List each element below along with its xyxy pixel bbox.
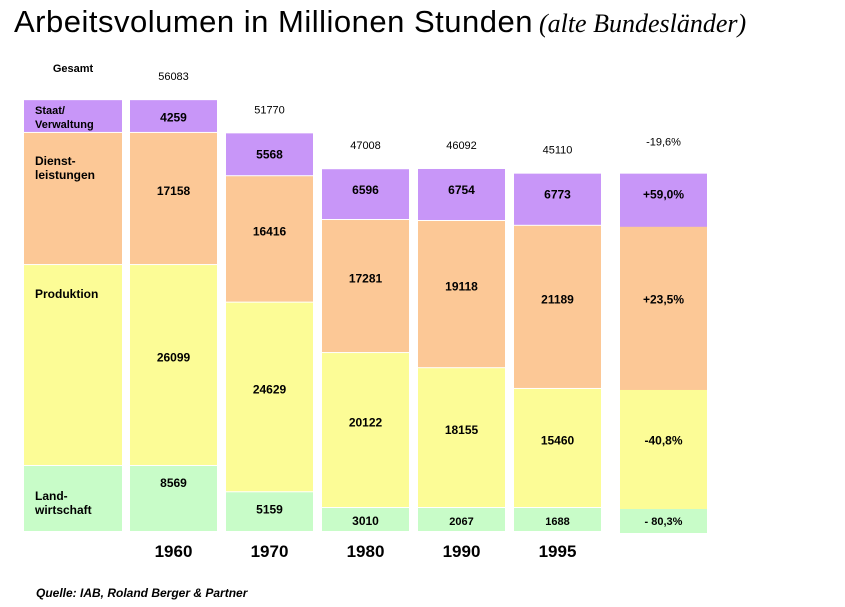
data-label: 18155 [445,423,479,437]
legend-label: Dienst-leistungen [35,154,95,182]
data-label: 17281 [349,272,383,286]
source-note: Quelle: IAB, Roland Berger & Partner [36,586,248,600]
data-label: 4259 [160,111,187,125]
change-label: -40,8% [644,433,682,447]
total-label: 47008 [350,140,381,152]
x-tick-label: 1995 [539,542,577,561]
total-label: 51770 [254,104,285,116]
x-tick-label: 1970 [251,542,289,561]
data-label: 1688 [545,516,569,528]
legend-swatch [24,265,122,466]
change-segment [620,173,707,227]
data-label: 6596 [352,183,379,197]
total-row-label: Gesamt [53,63,94,75]
change-label: - 80,3% [645,516,683,528]
change-segment [620,388,707,509]
bar-segment-1990 [418,368,505,507]
total-label: 46092 [446,140,477,152]
bar-segment-1990 [418,220,505,368]
data-label: 26099 [157,351,191,365]
total-label: 56083 [158,71,189,83]
data-label: 6754 [448,183,475,197]
bar-segment-1980 [322,353,409,507]
legend-swatch [24,466,122,531]
bar-segment-1970 [226,492,313,531]
bar-segment-1990 [418,168,505,220]
bar-segment-1970 [226,302,313,492]
data-label: 3010 [352,514,379,528]
data-label: 16416 [253,224,287,238]
bar-segment-1980 [322,508,409,531]
bar-segment-1960 [130,265,217,466]
bar-segment-1970 [226,176,313,302]
data-label: 2067 [449,516,473,528]
bar-segment-1970 [226,133,313,176]
change-segment [620,225,707,390]
x-tick-label: 1980 [347,542,385,561]
legend-swatch [24,100,122,132]
legend-label: Land-wirtschaft [34,489,92,517]
bar-segment-1960 [130,132,217,265]
bar-segment-1995 [514,173,601,225]
bar-segment-1990 [418,508,505,531]
change-segment [620,508,707,533]
bar-segment-1995 [514,388,601,507]
bar-segment-1960 [130,466,217,531]
data-label: 19118 [445,280,478,294]
data-label: 20122 [349,416,383,430]
change-label: +59,0% [643,188,684,202]
data-label: 5159 [256,502,283,516]
chart-title: Arbeitsvolumen in Millionen Stunden (alte… [14,4,746,40]
bar-segment-1960 [130,100,217,132]
bar-segment-1995 [514,225,601,388]
title-text: Arbeitsvolumen in Millionen Stunden [14,4,533,39]
data-label: 24629 [253,382,287,396]
legend-label: Produktion [35,287,98,301]
data-label: 6773 [544,188,571,202]
data-label: 17158 [157,184,191,198]
x-tick-label: 1990 [443,542,481,561]
legend-label: Staat/Verwaltung [35,105,94,131]
data-label: 15460 [541,433,575,447]
chart-subtitle: (alte Bundesländer) [538,9,747,38]
total-change-label: -19,6% [646,137,681,149]
data-label: 21189 [541,292,574,306]
bar-segment-1995 [514,508,601,531]
total-label: 45110 [543,145,573,157]
bar-segment-1980 [322,169,409,219]
x-tick-label: 1960 [155,542,193,561]
change-label: +23,5% [643,292,684,306]
data-label: 5568 [256,147,283,161]
bar-segment-1980 [322,219,409,353]
legend-swatch [24,132,122,265]
data-label: 8569 [160,476,187,490]
